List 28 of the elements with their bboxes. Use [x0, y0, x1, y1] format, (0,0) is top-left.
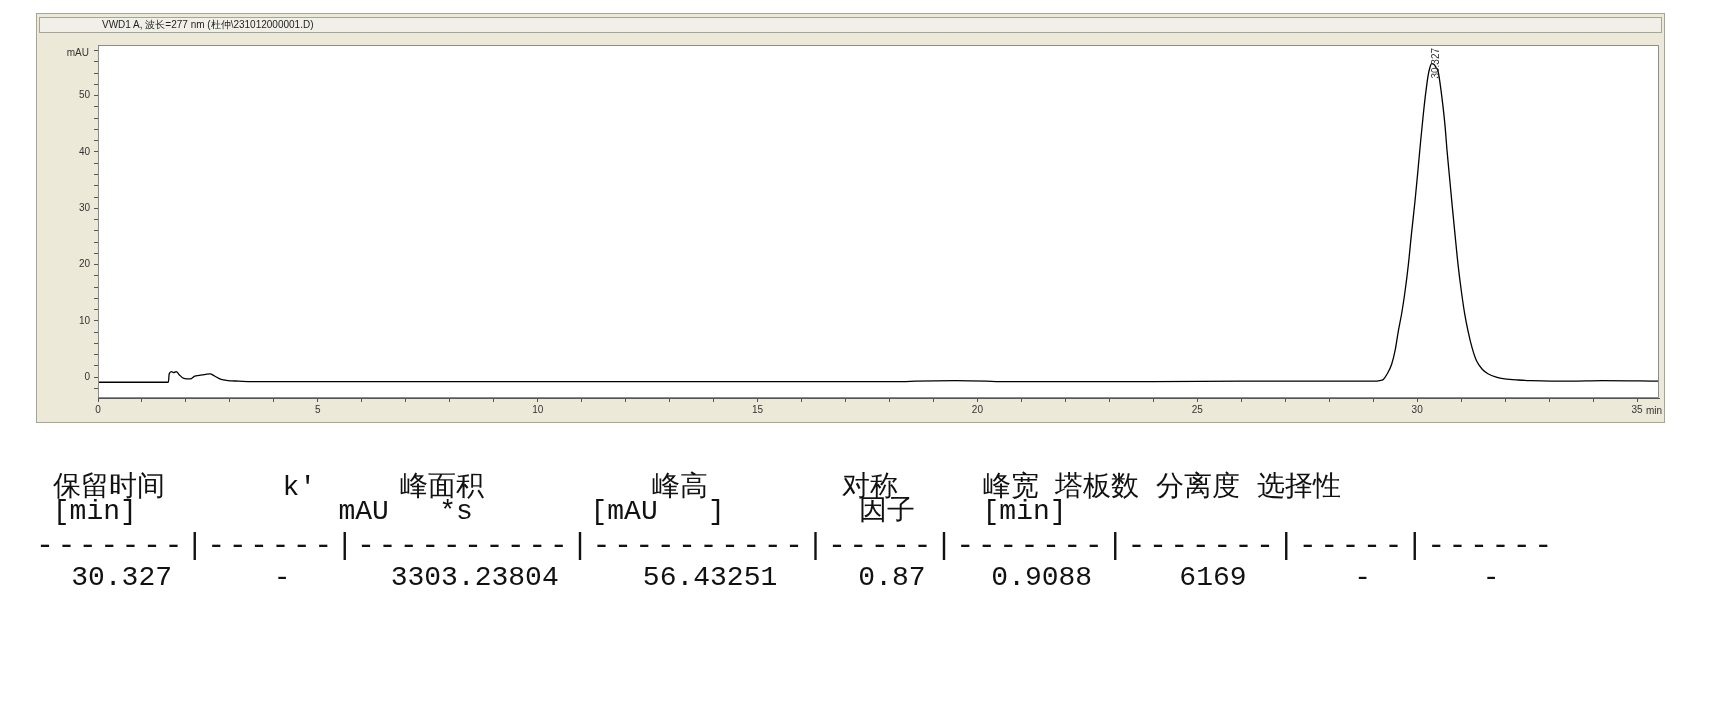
text: 3303.23804: [389, 562, 560, 593]
text: 30.327: [70, 562, 173, 593]
y-axis-title: mAU: [66, 46, 89, 58]
y-tick-label: 30: [78, 202, 91, 214]
text: 56.43251: [641, 562, 779, 593]
x-tick-label: 0: [95, 403, 102, 415]
x-tick-label: 10: [532, 403, 544, 415]
y-tick-label: 10: [78, 314, 91, 326]
text: 6169: [1178, 562, 1248, 593]
x-tick-label: 35: [1631, 403, 1644, 415]
annotation: 30.327: [1430, 47, 1442, 79]
y-tick-label: 50: [78, 89, 91, 101]
text: -: [272, 562, 292, 593]
x-tick-label: 30: [1411, 403, 1424, 415]
text: 0.9088: [990, 562, 1094, 593]
y-tick-label: 20: [78, 258, 91, 270]
text: 0.87: [857, 562, 927, 593]
text: -------|------|----------|----------|-----|-------|-------|-----|------: [36, 529, 1556, 563]
x-tick-label: 25: [1191, 403, 1204, 415]
text: -: [1481, 562, 1501, 593]
text: -: [1353, 562, 1373, 593]
x-axis-title: min: [1646, 404, 1663, 416]
x-tick-label: 5: [315, 403, 322, 415]
y-tick-label: 40: [78, 145, 91, 157]
y-tick-label: 0: [84, 370, 91, 382]
chart-title: VWD1 A, 波长=277 nm (杜仲\231012000001.D): [39, 17, 1662, 33]
x-tick-label: 20: [971, 403, 984, 415]
x-tick-label: 15: [752, 403, 764, 415]
